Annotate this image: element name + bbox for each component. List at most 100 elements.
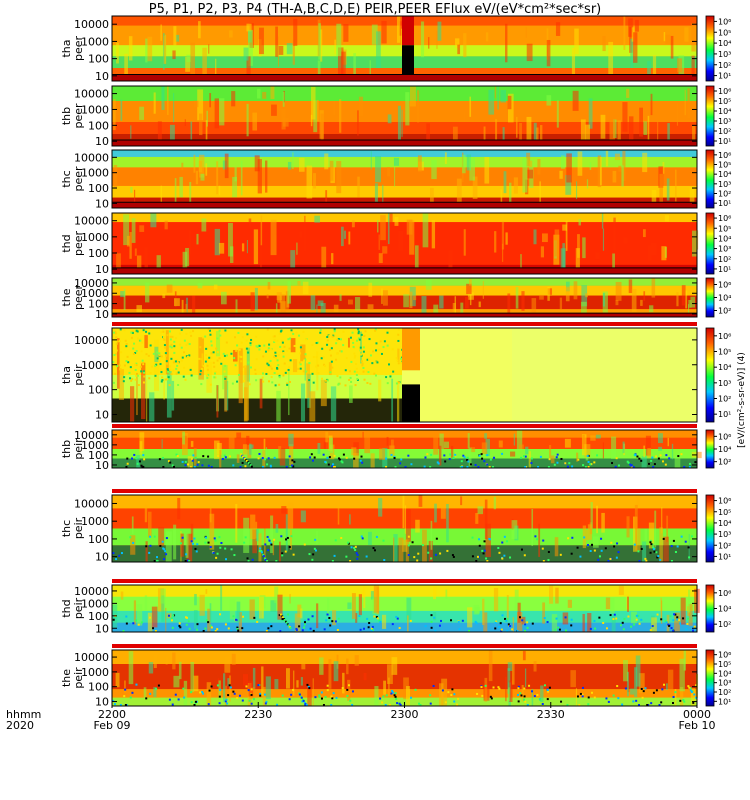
noise-pixel [285, 538, 288, 541]
noise-pixel [227, 622, 230, 625]
noise-pixel [268, 539, 271, 542]
noise-pixel [149, 692, 152, 695]
spectrogram-pixel [225, 685, 227, 706]
noise-pixel [605, 697, 608, 700]
noise-pixel [129, 366, 132, 369]
noise-pixel [655, 455, 658, 458]
spectrogram-pixel [601, 213, 604, 229]
spectrogram-pixel [235, 503, 238, 543]
spectrogram-pixel [550, 455, 555, 464]
spectrogram-pixel [321, 246, 327, 268]
noise-pixel [337, 337, 340, 340]
noise-pixel [230, 352, 233, 355]
noise-pixel [196, 623, 199, 626]
noise-pixel [194, 702, 197, 705]
energy-band [112, 622, 697, 632]
spectrogram-pixel [618, 165, 622, 172]
noise-pixel [682, 699, 685, 702]
spectrogram-pixel [600, 114, 606, 139]
noise-pixel [355, 362, 358, 365]
noise-pixel [140, 370, 143, 373]
noise-pixel [160, 380, 163, 383]
spectrogram-pixel [391, 439, 394, 449]
noise-pixel [522, 698, 525, 701]
noise-pixel [132, 622, 135, 625]
spectrogram-pixel [406, 219, 413, 235]
spectrogram-pixel [638, 673, 645, 693]
colorbar-tick-label: 10⁶ [718, 432, 731, 441]
noise-pixel [495, 620, 498, 623]
noise-pixel [125, 615, 128, 618]
noise-pixel [528, 684, 531, 687]
spectrogram-pixel [115, 672, 120, 688]
spectrogram-pixel [209, 506, 212, 523]
noise-pixel [130, 379, 133, 382]
noise-pixel [685, 628, 688, 631]
noise-pixel [314, 538, 317, 541]
spectrogram-pixel [261, 666, 264, 697]
noise-pixel [267, 347, 270, 350]
noise-pixel [426, 453, 429, 456]
noise-pixel [468, 630, 471, 632]
spectrogram-pixel [524, 668, 527, 688]
noise-pixel [571, 629, 574, 632]
y-tick-label: 10 [95, 135, 109, 148]
noise-pixel [178, 622, 181, 625]
noise-pixel [139, 339, 142, 342]
noise-pixel [446, 549, 449, 552]
noise-pixel [688, 556, 691, 559]
noise-pixel [240, 360, 243, 363]
spectrogram-pixel [618, 586, 624, 595]
noise-pixel [480, 686, 483, 689]
spectrogram-pixel [677, 58, 683, 73]
spectrogram-pixel [378, 498, 383, 517]
noise-pixel [371, 625, 374, 628]
noise-pixel [560, 457, 563, 460]
spectrogram-pixel [648, 522, 655, 549]
noise-pixel [662, 537, 665, 540]
noise-pixel [113, 331, 116, 334]
spectrogram-pixel [577, 151, 583, 176]
spectrogram-pixel [165, 656, 168, 665]
y-tick-label: 100 [88, 384, 109, 397]
spectrogram-pixel [165, 330, 169, 375]
colorbar-tick-label: 10³ [718, 679, 731, 688]
energy-band [112, 650, 697, 664]
noise-pixel [391, 689, 394, 692]
spectrogram-pixel [329, 437, 333, 453]
noise-pixel [220, 362, 223, 365]
spectrogram-pixel [647, 61, 651, 81]
spectrogram-pixel [336, 23, 342, 57]
noise-pixel [167, 369, 170, 372]
noise-pixel [351, 703, 354, 706]
noise-pixel [224, 623, 227, 626]
noise-pixel [342, 330, 345, 333]
spectrogram-pixel [209, 93, 212, 108]
panel-separator [112, 579, 697, 583]
spectrogram-pixel [684, 90, 686, 116]
y-tick-label: 100 [88, 449, 109, 462]
spectrogram-pixel [368, 531, 372, 546]
colorbar-tick-label: 10¹ [718, 697, 731, 706]
noise-pixel [209, 383, 212, 386]
spectrogram-pixel [272, 540, 275, 556]
noise-pixel [351, 331, 354, 334]
noise-pixel [587, 696, 590, 699]
noise-pixel [241, 461, 244, 464]
colorbar-tick-label: 10⁶ [718, 151, 731, 160]
spectrogram-pixel [139, 432, 145, 452]
colorbar-tick-label: 10¹ [718, 199, 731, 208]
spectrogram-pixel [249, 599, 255, 620]
spectrogram-pixel [433, 611, 437, 621]
spectrogram-pixel [613, 217, 616, 251]
spectrogram-pixel [190, 662, 195, 693]
noise-pixel [330, 347, 333, 350]
noise-pixel [416, 559, 419, 562]
time-tick-label: 0000 [683, 708, 711, 721]
spectrogram-pixel [214, 440, 220, 460]
spectrogram-pixel [667, 669, 674, 692]
noise-pixel [359, 628, 362, 631]
panel-label-species: peir [72, 517, 85, 539]
spectrogram-pixel [363, 672, 367, 681]
noise-pixel [230, 548, 233, 551]
